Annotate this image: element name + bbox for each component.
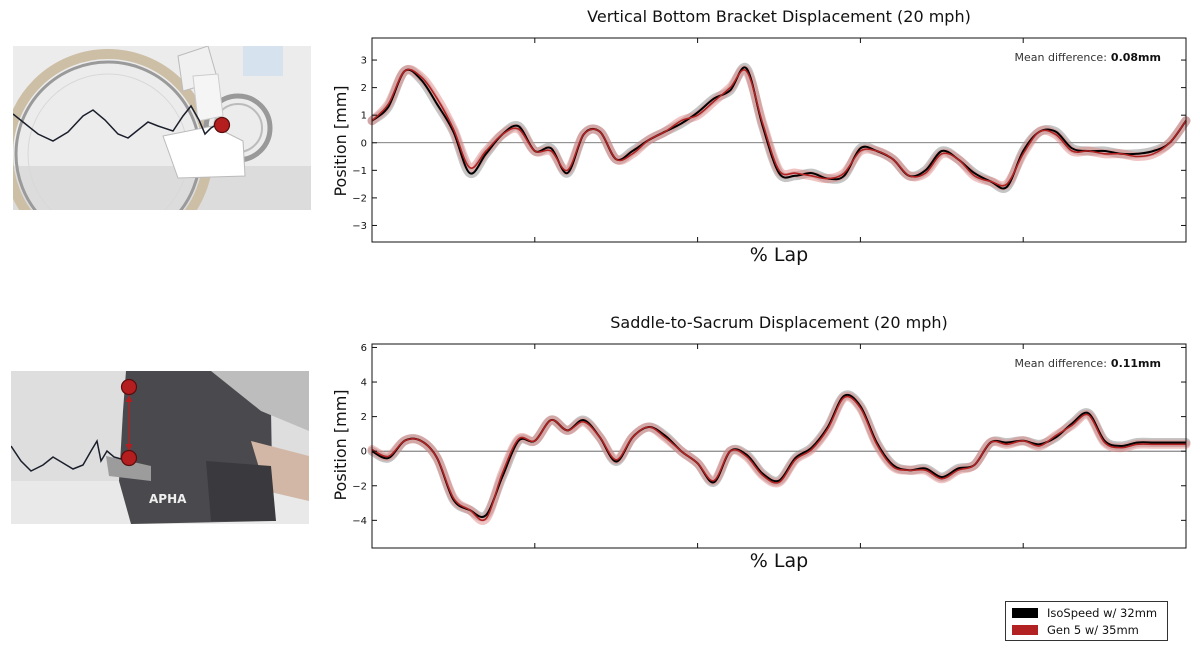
y-tick-label: −3 — [352, 221, 367, 232]
series-line-gen5 — [371, 68, 1187, 187]
y-tick-label: 3 — [361, 56, 367, 67]
y-tick-label: 1 — [361, 111, 367, 122]
x-axis-label: % Lap — [750, 550, 808, 572]
x-axis-label: % Lap — [750, 244, 808, 266]
legend-label: IsoSpeed w/ 32mm — [1047, 606, 1158, 620]
charts-area: Vertical Bottom Bracket Displacement (20… — [331, 7, 1191, 572]
y-tick-label: −2 — [352, 193, 367, 204]
series-band-gen5 — [367, 392, 1191, 525]
y-tick-label: −1 — [352, 166, 367, 177]
mean-difference-label: Mean difference: — [1015, 51, 1107, 64]
svg-text:APHA: APHA — [149, 492, 187, 506]
plot-frame — [371, 343, 1187, 549]
legend-label: Gen 5 w/ 35mm — [1047, 623, 1139, 637]
legend: IsoSpeed w/ 32mm Gen 5 w/ 35mm — [1005, 601, 1168, 641]
sacrum-marker — [120, 378, 138, 396]
y-tick-label: 4 — [361, 378, 367, 389]
y-axis-label: Position [mm] — [331, 85, 350, 196]
mean-difference-annotation: Mean difference: 0.08mm — [1015, 51, 1161, 64]
plot-frame — [371, 37, 1187, 243]
series-line-gen5 — [371, 395, 1186, 522]
legend-swatch — [1012, 625, 1038, 635]
saddle-marker — [120, 449, 138, 467]
chart-title: Vertical Bottom Bracket Displacement (20… — [587, 7, 971, 26]
cyclist-saddle-illustration: APHA — [11, 371, 309, 524]
legend-item-isospeed: IsoSpeed w/ 32mm — [1012, 605, 1157, 621]
mean-difference-label: Mean difference: — [1015, 357, 1107, 370]
bottom-bracket-marker — [213, 116, 231, 134]
chart-bottom-bracket: Vertical Bottom Bracket Displacement (20… — [331, 7, 1191, 266]
y-tick-label: −4 — [352, 516, 367, 527]
y-tick-label: 2 — [361, 83, 367, 94]
y-axis-label: Position [mm] — [331, 389, 350, 500]
y-tick-label: −2 — [352, 481, 367, 492]
legend-swatch — [1012, 608, 1038, 618]
y-tick-label: 6 — [361, 343, 367, 354]
chart-title: Saddle-to-Sacrum Displacement (20 mph) — [610, 313, 948, 332]
photo-saddle-sacrum: APHA — [11, 371, 309, 524]
y-tick-label: 2 — [361, 412, 367, 423]
photo-bottom-bracket — [13, 46, 311, 210]
series-line-isospeed — [371, 393, 1186, 519]
series-band-gen5 — [367, 64, 1191, 191]
cyclist-foot-illustration — [13, 46, 311, 210]
mean-difference-annotation: Mean difference: 0.11mm — [1015, 357, 1161, 370]
y-tick-label: 0 — [361, 447, 367, 458]
chart-saddle-sacrum: Saddle-to-Sacrum Displacement (20 mph) −… — [331, 313, 1191, 572]
series-line-isospeed — [371, 66, 1187, 190]
legend-item-gen5: Gen 5 w/ 35mm — [1012, 622, 1139, 638]
mean-difference-value: 0.11mm — [1111, 357, 1161, 370]
mean-difference-value: 0.08mm — [1111, 51, 1161, 64]
y-tick-label: 0 — [361, 138, 367, 149]
